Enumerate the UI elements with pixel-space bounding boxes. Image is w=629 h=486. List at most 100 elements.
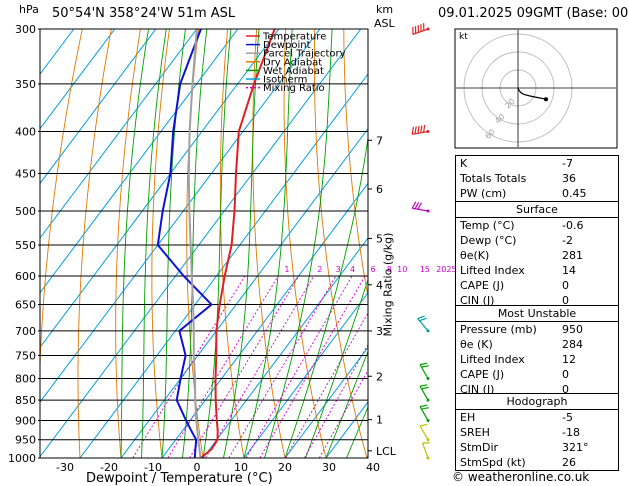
wind-barb-flag (417, 202, 423, 210)
hodograph-storm-motion (544, 97, 548, 102)
wind-barb (419, 423, 430, 442)
x-tick-label: -20 (100, 461, 118, 474)
wind-barb-staff (419, 385, 429, 401)
km-tick-label: 6 (376, 183, 383, 196)
dry-adiabat-line (151, 29, 170, 458)
wind-barb-base (426, 209, 430, 213)
mixing-ratio-line (304, 343, 368, 458)
km-tick-label: LCL (376, 445, 397, 458)
pressure-tick-label: 950 (15, 434, 36, 447)
index-row-totals: Totals Totals 36 (460, 172, 576, 185)
wind-barb (412, 23, 430, 36)
surface-row: Lifted Index 14 (460, 264, 576, 277)
mixing-ratio-label: 15 (420, 265, 430, 274)
wind-barb (411, 124, 430, 135)
wind-barb (419, 384, 430, 402)
pressure-tick-label: 550 (15, 239, 36, 252)
wet-adiabat-line (202, 29, 232, 458)
isotherm-line (40, 29, 116, 130)
temperature-line (199, 29, 276, 458)
wind-barb (411, 201, 430, 213)
pressure-tick-label: 300 (15, 23, 36, 36)
wind-barb-base (426, 418, 430, 422)
pressure-tick-label: 600 (15, 270, 36, 283)
legend-label: Parcel Trajectory (263, 49, 346, 60)
surface-row: CIN (J) 0 (460, 294, 569, 307)
mixing-ratio-label: 6 (371, 265, 376, 274)
x-tick-label: 10 (234, 461, 248, 474)
wind-barb (419, 362, 430, 380)
legend-label: Isotherm (263, 75, 307, 86)
mixing-ratio-label: 20 (436, 265, 446, 274)
pressure-tick-label: 400 (15, 126, 36, 139)
dewpoint-line (156, 29, 213, 458)
wind-barb-flag (414, 201, 420, 210)
wind-barb-staff (419, 425, 429, 441)
x-axis-title: Dewpoint / Temperature (°C) (86, 471, 273, 486)
wind-barb-flag (421, 407, 429, 410)
wind-barb-flag (421, 365, 429, 368)
hodograph-unit: kt (459, 32, 468, 42)
surface-row: Dewp (°C) -2 (460, 234, 573, 247)
wet-adiabat-line (346, 405, 368, 458)
wind-barb-base (426, 456, 430, 460)
dry-adiabat-line (77, 29, 112, 458)
mixing-ratio-label: 2 (317, 265, 322, 274)
wind-barb-flag (411, 201, 417, 209)
isotherm-line (79, 73, 368, 458)
km-tick-label: 7 (376, 134, 383, 147)
pressure-tick-label: 800 (15, 372, 36, 385)
wind-barb-base (426, 27, 430, 31)
km-tick-label: 3 (376, 325, 383, 338)
hodograph-row: EH -5 (460, 411, 573, 424)
wet-adiabat-line (161, 29, 186, 458)
wind-barb-flag (420, 125, 423, 133)
isotherm-line (40, 29, 75, 75)
wind-barb-flag (419, 423, 428, 427)
hodograph-row: StmDir 321° (460, 441, 589, 454)
mixing-ratio-line (285, 311, 368, 458)
isotherm-line (243, 291, 368, 458)
mixing-ratio-line (245, 275, 353, 458)
mixing-ratio-label: 10 (397, 265, 407, 274)
parcel-trajectory-line (187, 29, 202, 458)
wind-barb-flag (417, 315, 425, 320)
surface-row: θe(K) 281 (460, 249, 583, 262)
mixing-ratio-label: 25 (446, 265, 456, 274)
hodograph-trace (517, 87, 547, 100)
wind-barb-staff (412, 130, 429, 135)
x-tick-label: 20 (278, 461, 292, 474)
x-tick-label: -30 (56, 461, 74, 474)
mixing-ratio-line (318, 369, 368, 458)
pressure-tick-label: 900 (15, 414, 36, 427)
isotherm-line (284, 346, 368, 458)
wind-barb-flag (419, 317, 427, 322)
wind-barb-base (426, 329, 430, 333)
legend-label: Dry Adiabat (263, 57, 322, 68)
most-unstable-panel: Most Unstable Pressure (mb) 950 θe (K) 284… (455, 305, 619, 398)
km-tick-label: 4 (376, 279, 383, 292)
datetime-label: 09.01.2025 09GMT (Base: 00) (438, 6, 629, 21)
surface-row: CAPE (J) 0 (460, 279, 569, 292)
km-tick-label: 1 (376, 414, 383, 427)
wind-barb-staff (417, 318, 429, 332)
surface-panel: Surface Temp (°C) -0.6 Dewp (°C) -2 θe(K) 2… (455, 201, 619, 309)
x-tick-label: 30 (322, 461, 336, 474)
plot-frame (39, 28, 369, 459)
mixing-ratio-line (259, 275, 366, 458)
pressure-tick-label: 450 (15, 167, 36, 180)
wind-barb-base (426, 376, 430, 380)
isotherm-line (40, 29, 157, 185)
legend-label: Mixing Ratio (263, 83, 325, 94)
wind-barb-staff (412, 28, 429, 36)
km-tick-label: 5 (376, 232, 383, 245)
wind-barb (417, 315, 430, 333)
legend-label: Wet Adiabat (263, 66, 324, 77)
legend-label: Temperature (262, 32, 326, 43)
km-tick-label: 2 (376, 370, 383, 383)
wind-barb-flag (419, 362, 428, 366)
mixing-ratio-axis-title: Mixing Ratio (g/kg) (381, 232, 395, 337)
index-row-k: K -7 (460, 157, 573, 170)
hodograph-panel: Hodograph EH -5 SREH -18 StmDir 321° StmSpd… (455, 393, 619, 471)
wind-barb (421, 442, 430, 460)
